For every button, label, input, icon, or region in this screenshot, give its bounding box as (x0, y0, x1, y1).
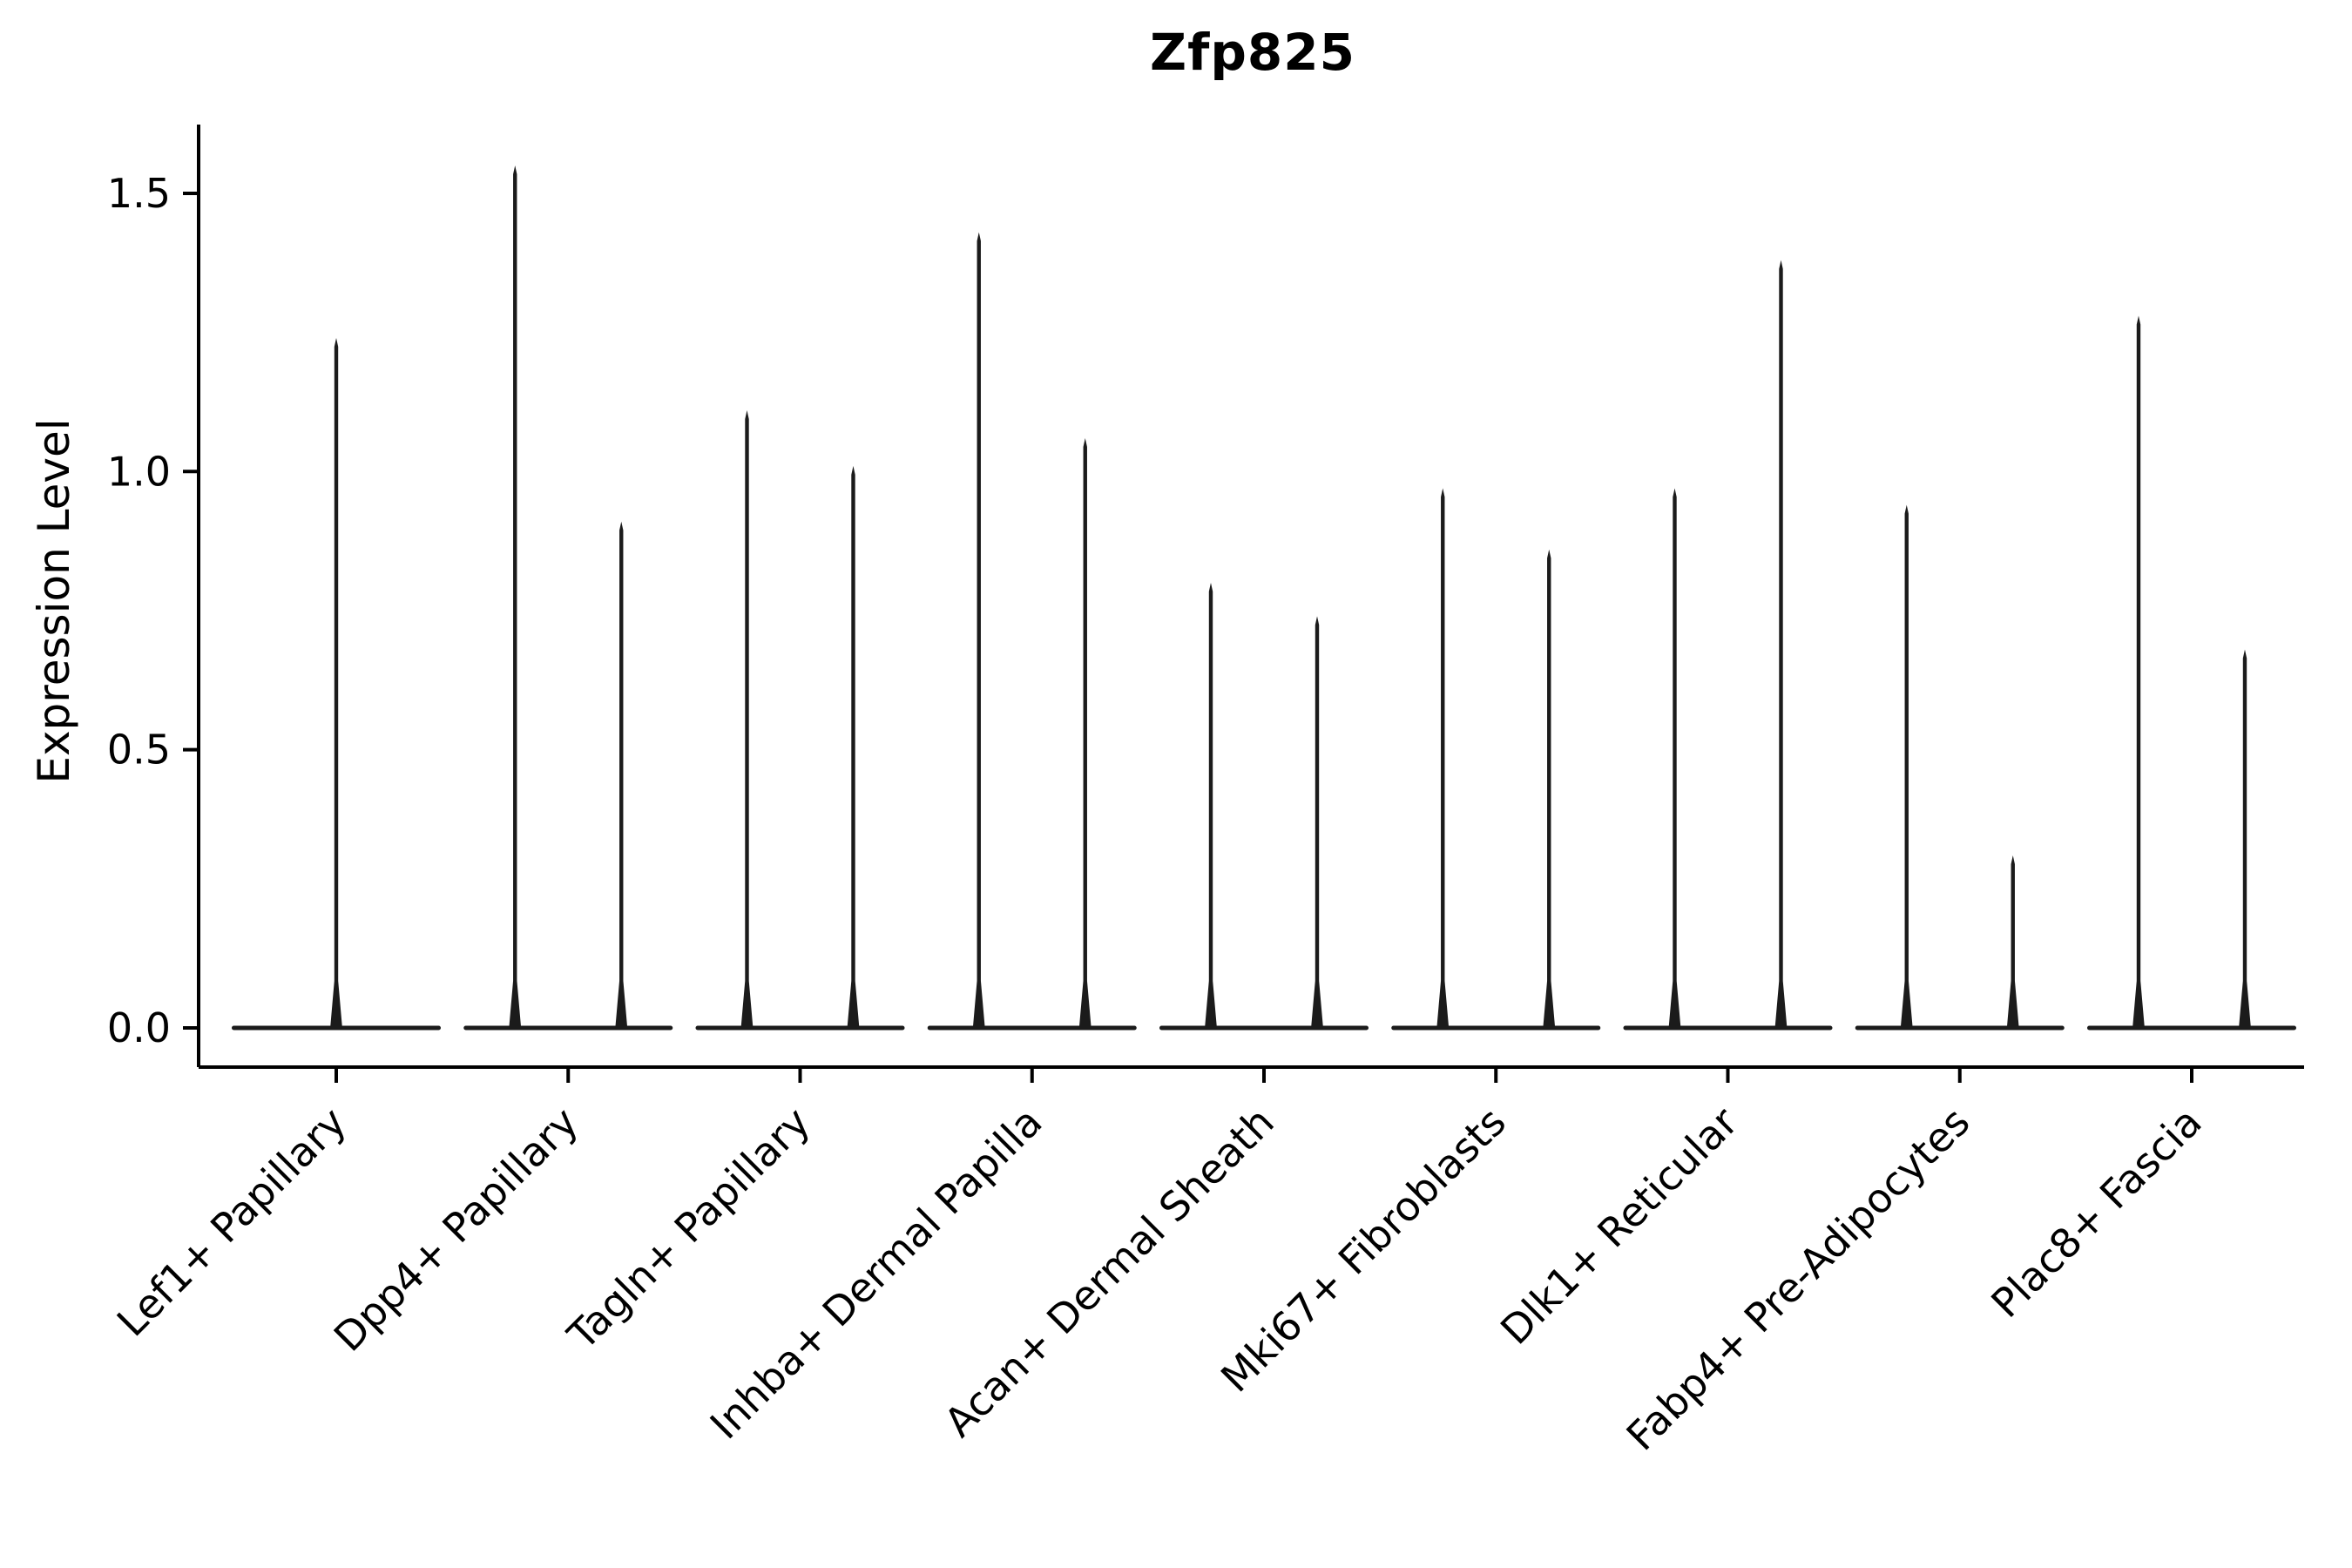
violin-spike (1774, 260, 1788, 1029)
chart-title: Zfp825 (1150, 23, 1355, 82)
y-tick-label: 0.0 (107, 1004, 171, 1051)
violin-spike (1900, 504, 1913, 1029)
violin-baseline (1623, 1025, 1833, 1031)
violin-spike (509, 166, 522, 1029)
violin-baseline (1159, 1025, 1369, 1031)
violin-spike (2132, 315, 2145, 1029)
violin-baseline (695, 1025, 905, 1031)
violin-spike (1078, 437, 1092, 1029)
violin-spike (2239, 649, 2251, 1029)
y-tick-label: 1.5 (107, 170, 171, 217)
x-tick-label: Dlk1+ Reticular (1491, 1098, 1747, 1354)
violin-spike (1668, 488, 1681, 1029)
violin-spike (1205, 583, 1217, 1029)
violin-spike (1543, 549, 1556, 1029)
violin-spike (1311, 616, 1323, 1029)
violin-spike (615, 521, 628, 1029)
x-tick-label: Plac8+ Fascia (1982, 1098, 2210, 1327)
x-tick-label: Tagln+ Papillary (558, 1098, 820, 1360)
x-tick-label: Dpp4+ Papillary (325, 1098, 587, 1361)
violin-spike (847, 465, 860, 1029)
violin-baseline (1391, 1025, 1601, 1031)
x-tick-label: Lef1+ Papillary (108, 1098, 355, 1346)
violin-spike (330, 338, 342, 1030)
violin-baseline (927, 1025, 1137, 1031)
violin-spike (740, 410, 754, 1030)
violin-spike (2006, 855, 2019, 1029)
y-tick-label: 0.5 (107, 727, 171, 774)
violin-spike (972, 232, 985, 1029)
violin-baseline (1855, 1025, 2065, 1031)
y-tick-label: 1.0 (107, 448, 171, 495)
violin-baseline (2087, 1025, 2296, 1031)
violin-spike (1436, 488, 1450, 1029)
violin-baseline (463, 1025, 673, 1031)
